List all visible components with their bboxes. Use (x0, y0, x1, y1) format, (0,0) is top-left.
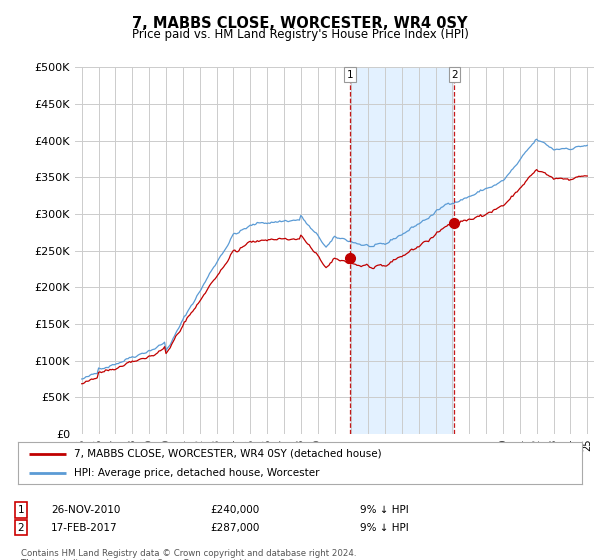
Text: 26-NOV-2010: 26-NOV-2010 (51, 505, 121, 515)
Text: 1: 1 (347, 69, 353, 80)
Text: Contains HM Land Registry data © Crown copyright and database right 2024.
This d: Contains HM Land Registry data © Crown c… (21, 549, 356, 560)
Text: 2: 2 (451, 69, 458, 80)
Text: 1: 1 (17, 505, 25, 515)
Bar (350, 67, 454, 434)
Text: 7, MABBS CLOSE, WORCESTER, WR4 0SY (detached house): 7, MABBS CLOSE, WORCESTER, WR4 0SY (deta… (74, 449, 382, 459)
Text: £240,000: £240,000 (210, 505, 259, 515)
Text: 17-FEB-2017: 17-FEB-2017 (51, 522, 118, 533)
Text: HPI: Average price, detached house, Worcester: HPI: Average price, detached house, Worc… (74, 468, 320, 478)
Text: 9% ↓ HPI: 9% ↓ HPI (360, 522, 409, 533)
Text: 2: 2 (17, 522, 25, 533)
Text: £287,000: £287,000 (210, 522, 259, 533)
Text: Price paid vs. HM Land Registry's House Price Index (HPI): Price paid vs. HM Land Registry's House … (131, 28, 469, 41)
Text: 9% ↓ HPI: 9% ↓ HPI (360, 505, 409, 515)
Text: 7, MABBS CLOSE, WORCESTER, WR4 0SY: 7, MABBS CLOSE, WORCESTER, WR4 0SY (132, 16, 468, 31)
